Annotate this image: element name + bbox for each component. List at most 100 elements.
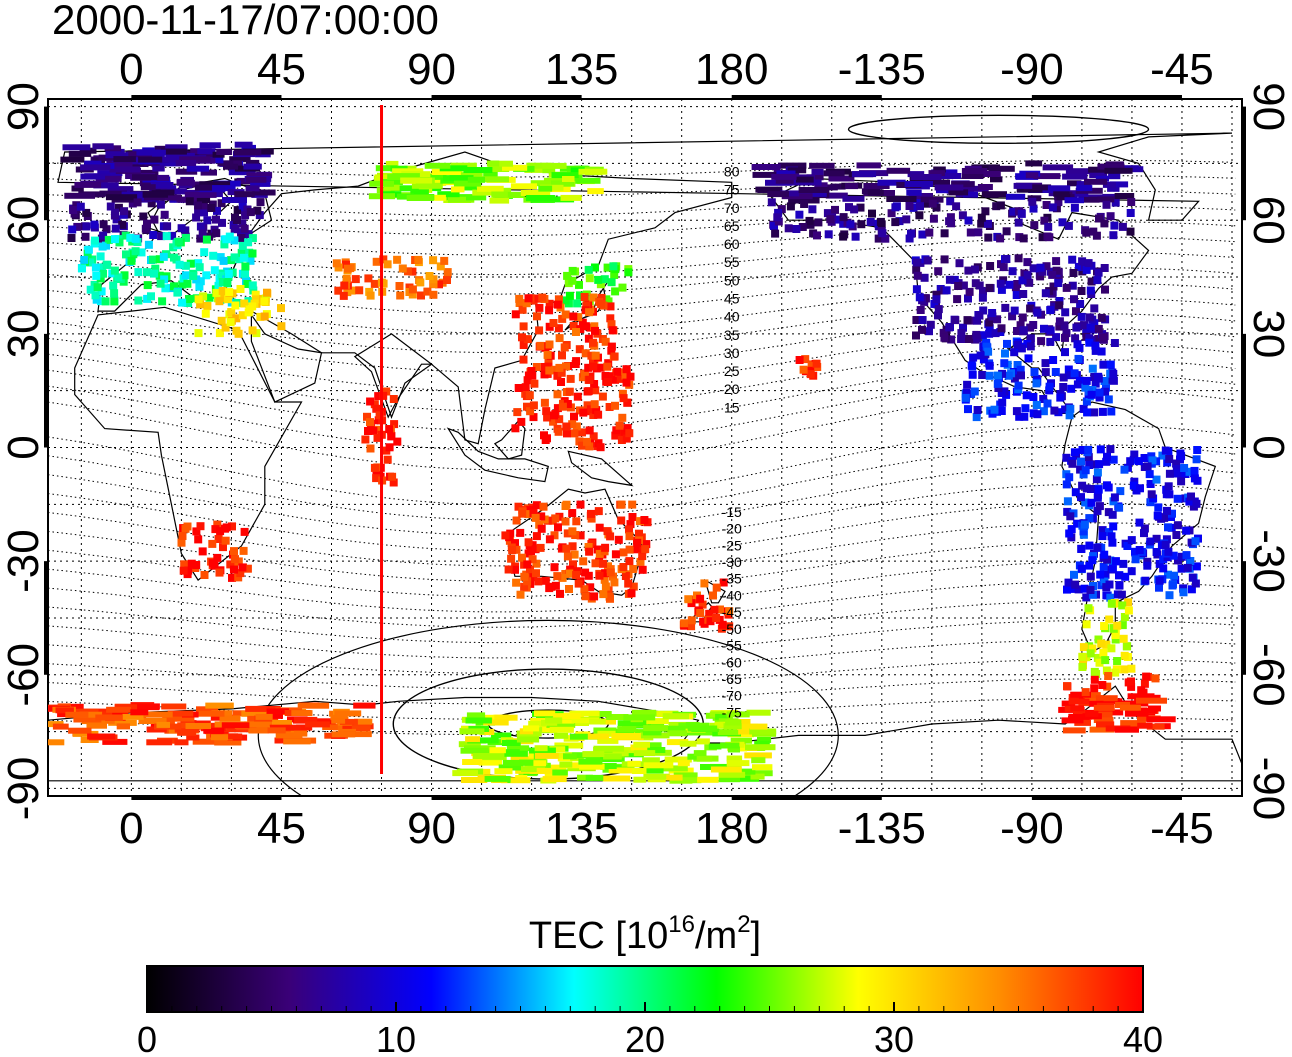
tec-observation	[1071, 580, 1080, 589]
tec-observation	[600, 275, 609, 284]
tec-observation	[375, 411, 384, 420]
tec-observation	[540, 363, 549, 371]
magnetic-latitude-label: 15	[724, 399, 740, 415]
tec-observation	[1117, 590, 1126, 599]
tec-observation	[736, 723, 759, 730]
tec-observation	[149, 231, 158, 239]
tec-observation	[161, 703, 187, 710]
tec-observation	[1078, 481, 1087, 490]
tec-observation	[1076, 185, 1093, 192]
tec-observation	[1108, 564, 1117, 573]
tec-observation	[230, 253, 239, 262]
tec-observation	[996, 234, 1005, 243]
tec-observation	[91, 236, 99, 245]
tec-observation	[1087, 498, 1096, 507]
tec-observation	[1098, 407, 1107, 416]
tec-observation	[621, 371, 630, 380]
tec-observation	[374, 174, 395, 181]
tec-observation	[1056, 194, 1071, 201]
tec-observation	[1002, 255, 1011, 263]
tec-observation	[80, 164, 111, 171]
tec-observation	[248, 326, 257, 335]
tec-observation	[351, 725, 371, 732]
tec-observation	[1079, 470, 1088, 479]
tec-observation	[998, 398, 1007, 407]
tec-observation	[558, 573, 567, 582]
tec-observation	[143, 268, 151, 277]
tec-observation	[611, 733, 641, 739]
tec-observation	[720, 742, 740, 749]
tec-observation	[200, 208, 208, 217]
right-latitude-label: 0	[1244, 435, 1292, 459]
tec-observation	[1110, 339, 1119, 347]
tec-observation	[534, 745, 548, 752]
tec-observation	[700, 579, 709, 588]
tec-observation	[561, 502, 570, 510]
tec-observation	[614, 535, 623, 544]
tec-observation	[595, 523, 604, 532]
tec-observation	[217, 160, 234, 167]
tec-observation	[1041, 289, 1050, 298]
tec-observation	[186, 259, 195, 268]
tec-observation	[556, 589, 564, 598]
tec-observation	[1110, 493, 1119, 502]
tec-observation	[545, 340, 554, 349]
tec-observation	[1013, 361, 1022, 369]
tec-observation	[490, 732, 512, 739]
tec-observation	[1070, 448, 1079, 457]
tec-observation	[770, 222, 778, 230]
tec-observation	[1088, 556, 1097, 565]
tec-observation	[515, 299, 524, 307]
tec-observation	[554, 732, 569, 739]
tec-observation	[1093, 711, 1113, 718]
tec-observation	[610, 578, 619, 587]
tec-observation	[387, 174, 417, 180]
tec-observation	[1086, 323, 1095, 332]
tec-observation	[584, 543, 593, 551]
tec-observation	[364, 274, 373, 283]
tec-observation	[1164, 523, 1172, 532]
colorbar-title-mid: /m	[695, 915, 737, 957]
tec-observation	[466, 194, 487, 201]
tec-observation	[611, 375, 619, 384]
tec-observation	[245, 176, 267, 183]
tec-observation	[1165, 490, 1174, 499]
tec-observation	[429, 290, 438, 299]
tec-observation	[973, 406, 982, 414]
tec-observation	[516, 528, 525, 537]
tec-observation	[192, 561, 201, 569]
tec-observation	[603, 527, 612, 536]
tec-observation	[600, 718, 616, 725]
tec-observation	[997, 285, 1006, 294]
tec-observation	[1016, 365, 1025, 374]
tec-observation	[1061, 700, 1076, 707]
tec-observation	[1115, 503, 1124, 512]
tec-observation	[491, 191, 508, 198]
tec-observation	[527, 760, 546, 767]
tec-observation	[183, 279, 192, 288]
tec-observation	[635, 529, 643, 538]
tec-observation	[680, 619, 689, 628]
tec-observation	[863, 183, 890, 189]
tec-observation	[594, 763, 617, 769]
tec-observation	[354, 718, 373, 725]
tec-observation	[725, 607, 734, 616]
tec-observation	[1183, 563, 1192, 572]
tec-observation	[851, 232, 860, 241]
tec-observation	[1032, 379, 1041, 388]
magnetic-latitude-contour	[48, 390, 1236, 471]
tec-observation	[545, 366, 554, 375]
tec-observation	[626, 520, 635, 529]
tec-observation	[587, 733, 610, 740]
tec-observation	[396, 193, 414, 200]
tec-observation	[925, 327, 933, 336]
tec-observation	[561, 296, 570, 305]
tec-observation	[1122, 642, 1131, 651]
tec-observation	[465, 717, 492, 724]
tec-observation	[334, 710, 362, 717]
tec-observation	[549, 726, 574, 733]
tec-observation	[214, 739, 242, 746]
tec-observation	[333, 724, 347, 731]
tec-observation	[1126, 457, 1135, 466]
tec-observation	[1088, 364, 1097, 373]
